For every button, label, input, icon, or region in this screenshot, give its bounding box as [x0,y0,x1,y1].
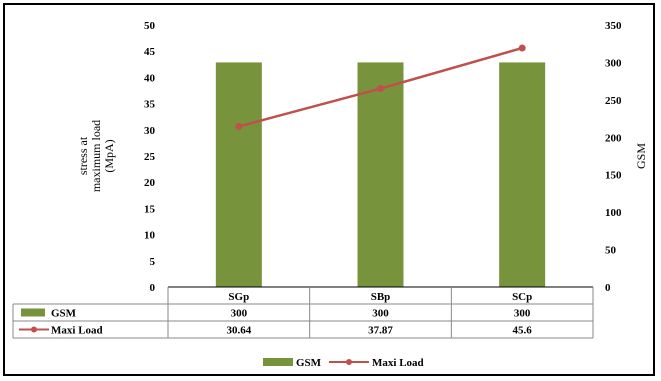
y-tick-label: 35 [144,99,156,111]
y-axis-title-line: stress at [76,136,90,175]
y2-tick-label: 0 [605,282,611,294]
table-cell: 45.6 [513,325,533,337]
table-series-name: Maxi Load [51,325,103,337]
table-cell: 300 [372,308,389,320]
gsm-bar [215,62,262,287]
y-tick-label: 5 [150,256,156,268]
y-tick-label: 0 [150,282,156,294]
table-cell: 300 [231,308,248,320]
category-label: SCp [512,291,532,303]
legend-gsm-swatch [263,358,293,366]
y2-axis-title: GSM [634,143,648,169]
y-tick-label: 10 [144,230,156,242]
table-cell: 37.87 [368,325,393,337]
legend-gsm-label: GSM [296,357,322,369]
table-series-name: GSM [51,308,77,320]
y-tick-label: 30 [144,125,156,137]
gsm-bars [215,62,546,287]
gsm-bar [357,62,404,287]
y-axis-title: stress at maximum load (MpA) [76,120,116,192]
maxi-load-point [518,44,526,52]
data-table: SGp SBp SCp GSM 300 300 300 Maxi Load 30.64 37.87… [12,286,594,339]
category-label: SGp [228,291,249,303]
chart-frame: stress at maximum load (MpA) GSM 0 5 10 15 20 2… [3,3,655,376]
y2-tick-label: 300 [605,57,622,69]
legend-maxi-load-point [346,359,352,365]
gsm-bar [499,62,546,287]
maxi-load-point [377,85,384,93]
maxi-load-swatch-point [31,326,37,333]
category-label: SBp [371,291,391,303]
y2-axis-ticks: 0 50 100 150 200 250 300 350 [605,20,622,294]
y-tick-label: 40 [144,72,156,84]
y2-tick-label: 200 [605,132,622,144]
y-tick-label: 50 [144,20,156,32]
y-axis-title-line: (MpA) [102,139,116,172]
y-tick-label: 45 [144,46,156,58]
legend: GSM Maxi Load [263,357,424,369]
gsm-swatch [21,308,45,317]
y2-tick-label: 100 [605,207,622,219]
y-tick-label: 25 [144,151,156,163]
y2-tick-label: 150 [605,170,622,182]
y-axis-title-line: maximum load [89,120,103,192]
y2-tick-label: 250 [605,95,622,107]
maxi-load-line [235,44,526,130]
y-tick-label: 20 [144,177,156,189]
y2-tick-label: 50 [605,245,617,257]
maxi-load-point [235,122,243,130]
legend-maxi-load-label: Maxi Load [372,357,424,369]
combo-chart: stress at maximum load (MpA) GSM 0 5 10 15 20 2… [12,20,648,369]
y-tick-label: 15 [144,203,156,215]
y-axis-ticks: 0 5 10 15 20 25 30 35 40 45 50 [144,20,156,294]
table-cell: 300 [514,308,531,320]
table-cell: 30.64 [226,325,251,337]
y2-tick-label: 350 [605,20,622,32]
